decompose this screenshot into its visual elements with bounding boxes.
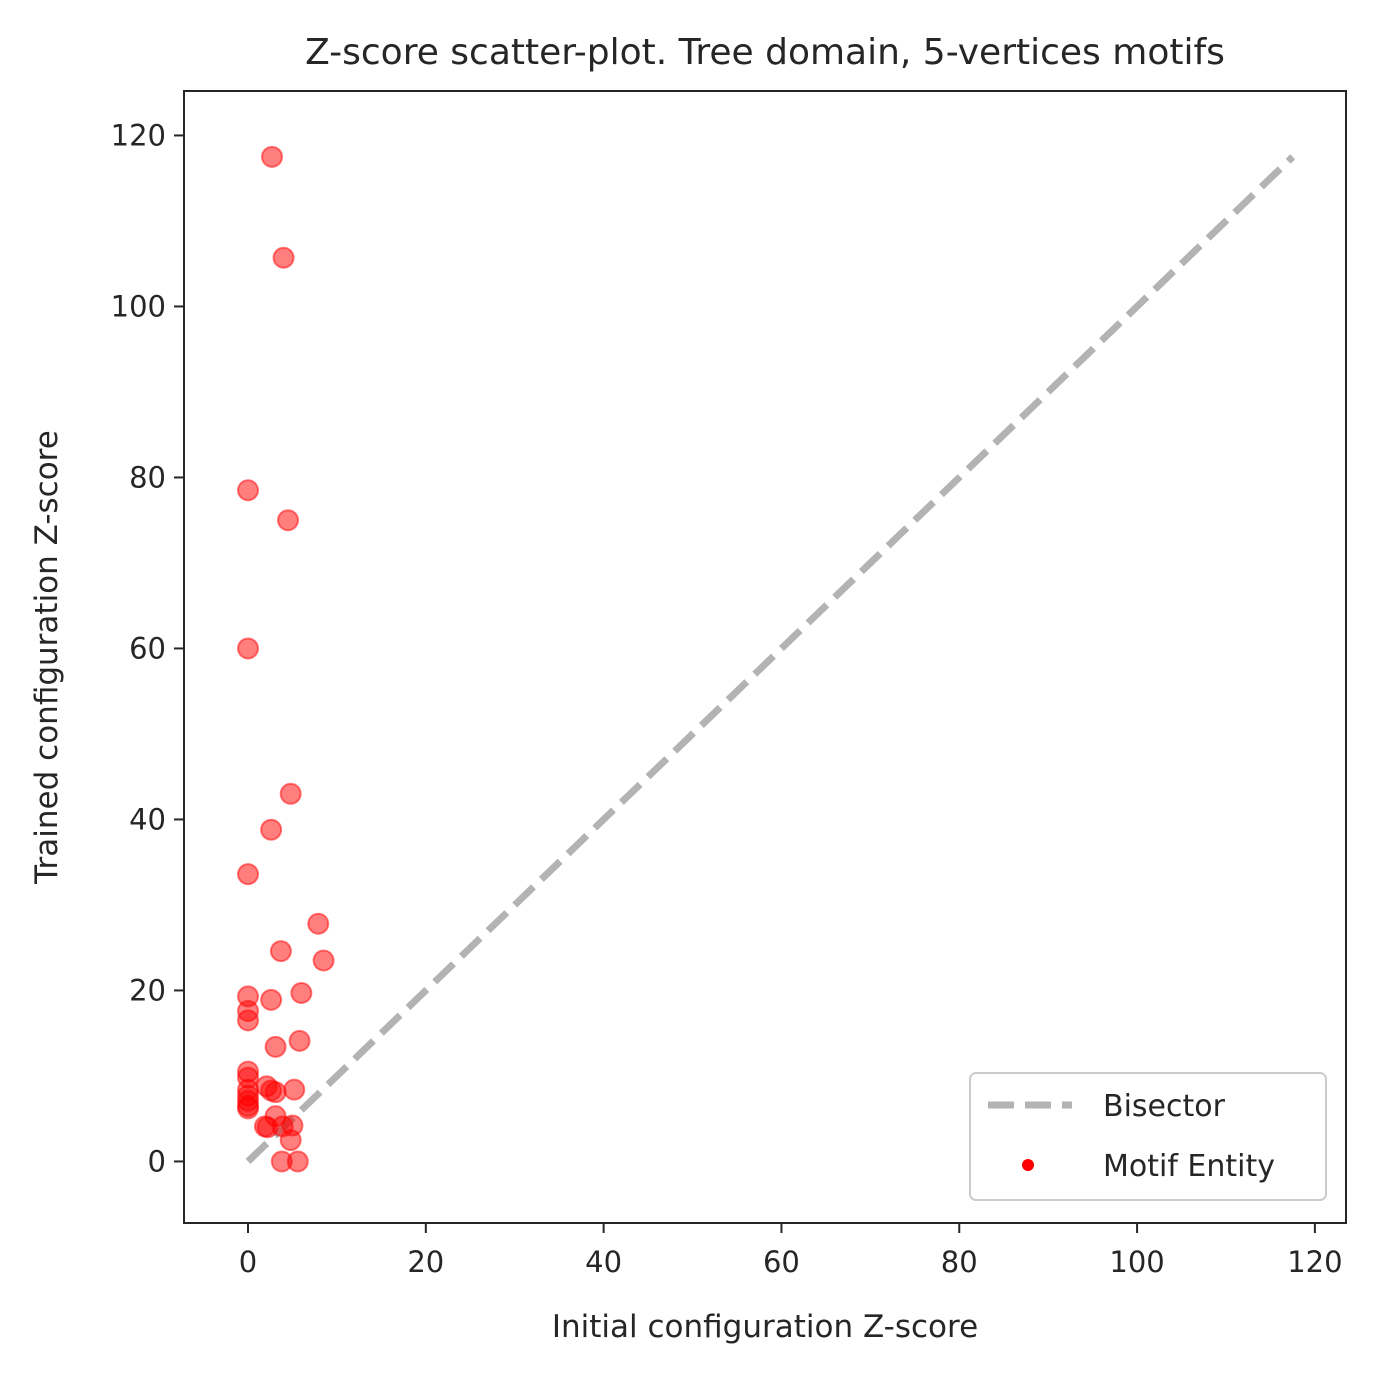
- y-tick-label: 60: [129, 631, 166, 665]
- chart-title: Z-score scatter-plot. Tree domain, 5-ver…: [305, 32, 1225, 73]
- y-tick-label: 120: [111, 118, 166, 152]
- legend-box: [969, 1072, 1327, 1201]
- scatter-point: [264, 1035, 287, 1058]
- scatter-point: [277, 509, 300, 532]
- bisector-line: [245, 154, 1296, 1164]
- scatter-point: [279, 1129, 302, 1152]
- x-axis-label: Initial configuration Z-score: [552, 1309, 978, 1345]
- x-tick-label: 80: [941, 1245, 978, 1279]
- scatter-point: [269, 940, 292, 963]
- y-ticks: 0 20 40 60 80 100 120: [111, 118, 184, 1178]
- x-ticks: 0 20 40 60 80 100 120: [239, 1223, 1343, 1279]
- scatter-point: [290, 982, 313, 1005]
- x-tick-label: 120: [1287, 1245, 1342, 1279]
- y-tick-label: 80: [129, 460, 166, 494]
- plot-area: [184, 91, 1346, 1223]
- scatter-point: [279, 782, 302, 805]
- scatter-point: [261, 145, 284, 168]
- scatter-point: [237, 1009, 260, 1032]
- y-tick-label: 100: [111, 289, 166, 323]
- scatter-point: [283, 1078, 306, 1101]
- y-tick-label: 20: [129, 973, 166, 1007]
- scatter-point: [237, 637, 260, 660]
- y-tick-label: 40: [129, 802, 166, 836]
- x-tick-label: 100: [1109, 1245, 1164, 1279]
- scatter-point: [307, 912, 330, 935]
- scatter-point: [286, 1150, 309, 1173]
- legend-motif-swatch: [1022, 1159, 1034, 1171]
- legend-label-motif-entity: Motif Entity: [1103, 1149, 1275, 1184]
- scatter-point: [272, 246, 295, 269]
- scatter-point: [237, 479, 260, 502]
- y-axis-label: Trained configuration Z-score: [29, 430, 65, 885]
- scatter-point: [260, 988, 283, 1011]
- y-tick-label: 0: [148, 1144, 166, 1178]
- x-tick-label: 0: [239, 1245, 257, 1279]
- points-layer: [237, 145, 335, 1173]
- legend-label-bisector: Bisector: [1103, 1089, 1226, 1124]
- scatter-point: [260, 818, 283, 841]
- x-tick-label: 20: [407, 1245, 444, 1279]
- plot-frame: [183, 90, 1347, 1224]
- legend: Bisector Motif Entity: [969, 1072, 1327, 1201]
- x-tick-label: 60: [763, 1245, 800, 1279]
- bisector-layer: [245, 154, 1296, 1164]
- scatter-point: [312, 949, 335, 972]
- scatter-point: [237, 1097, 260, 1120]
- x-tick-label: 40: [585, 1245, 622, 1279]
- scatter-point: [237, 863, 260, 886]
- scatter-point: [288, 1029, 311, 1052]
- scatter-point: [264, 1081, 287, 1104]
